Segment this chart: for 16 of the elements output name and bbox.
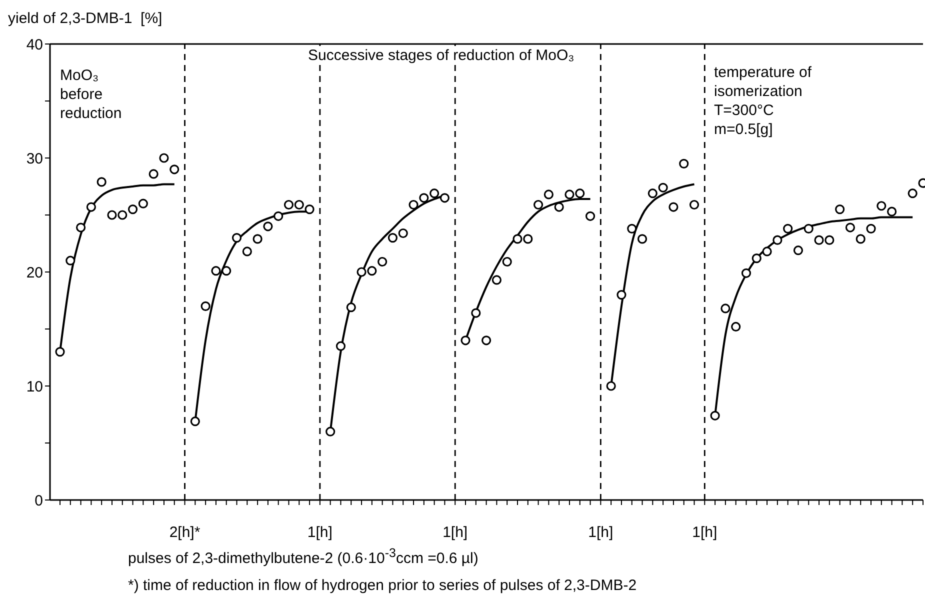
y-tick-label: 40 <box>26 36 43 54</box>
x-tick-label: 1[h] <box>442 524 468 541</box>
y-axis-title: yield of 2,3-DMB-1 [%] <box>8 10 162 27</box>
x-tick-label: 2[h]* <box>169 524 200 541</box>
annotation: temperature of isomerization T=300°C m=0.5[g] <box>714 63 812 139</box>
text: *) time of reduction in flow of hydrogen prior to series of pulses of 2,3-DMB-2 <box>128 576 637 595</box>
x-tick-label: 1[h] <box>692 524 718 541</box>
x-tick-label: 1[h] <box>307 524 332 541</box>
annotation: MoO₃ before reduction <box>60 66 122 123</box>
x-axis-title: pulses of 2,3-dimethylbutene-2 (0.6·10$^{-3}$ccm =0.6 µl) <box>128 546 478 567</box>
y-tick-label: 20 <box>26 264 43 282</box>
annotation: Successive stages of reduction of MoO₃ <box>308 46 574 65</box>
y-tick-label: 0 <box>34 492 43 510</box>
y-tick-label: 30 <box>26 150 43 168</box>
y-tick-label: 10 <box>26 378 43 396</box>
x-tick-label: 1[h] <box>588 524 614 541</box>
